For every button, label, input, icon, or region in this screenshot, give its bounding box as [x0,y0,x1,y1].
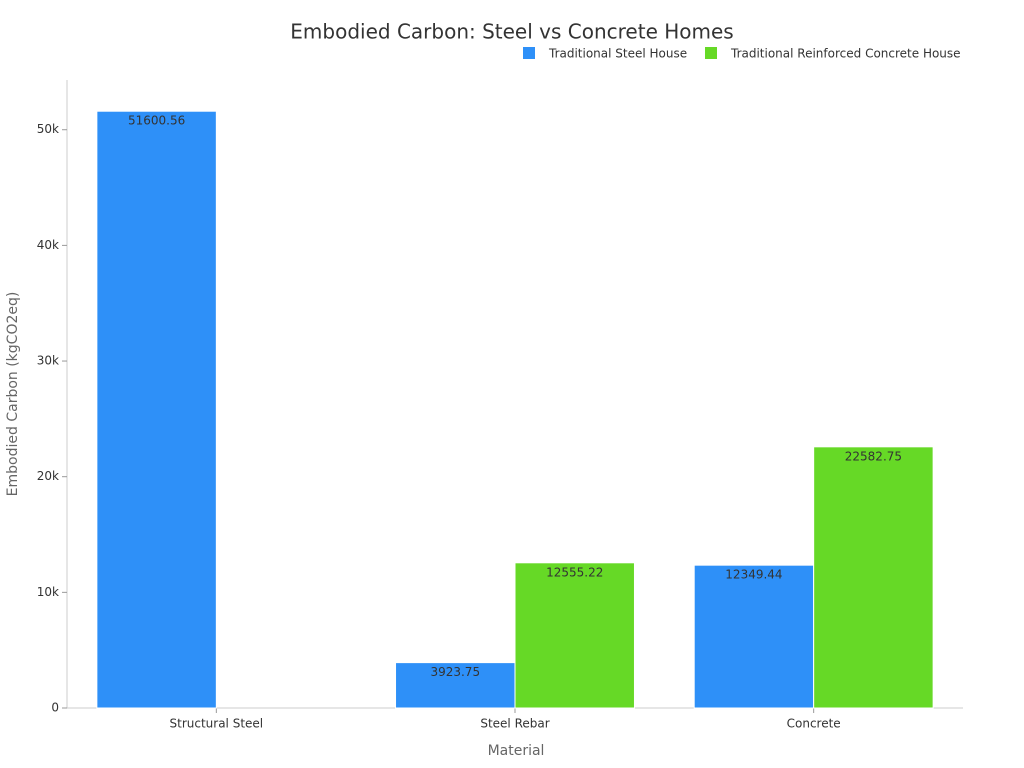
x-tick-label: Steel Rebar [480,717,549,731]
legend-label: Traditional Steel House [548,47,687,61]
bar [693,564,815,709]
y-tick-label: 50k [37,122,59,136]
x-tick-label: Concrete [787,717,841,731]
data-label: 51600.56 [128,114,185,128]
y-tick-label: 10k [37,585,59,599]
x-axis-label: Material [488,743,545,759]
chart-title: Embodied Carbon: Steel vs Concrete Homes [290,20,733,44]
bar [813,446,934,709]
data-label: 3923.75 [430,665,480,679]
data-label: 12349.44 [725,568,782,582]
data-label: 12555.22 [546,565,603,579]
bar [514,562,635,709]
y-axis-label: Embodied Carbon (kgCO2eq) [5,292,21,497]
legend-swatch [705,47,717,59]
data-label: 22582.75 [845,449,902,463]
y-tick-label: 0 [51,701,59,715]
legend-swatch [523,47,535,59]
bar [96,110,217,709]
y-tick-label: 20k [37,469,59,483]
x-tick-label: Structural Steel [170,717,264,731]
y-tick-label: 40k [37,238,59,252]
legend-label: Traditional Reinforced Concrete House [730,47,961,61]
y-tick-label: 30k [37,354,59,368]
